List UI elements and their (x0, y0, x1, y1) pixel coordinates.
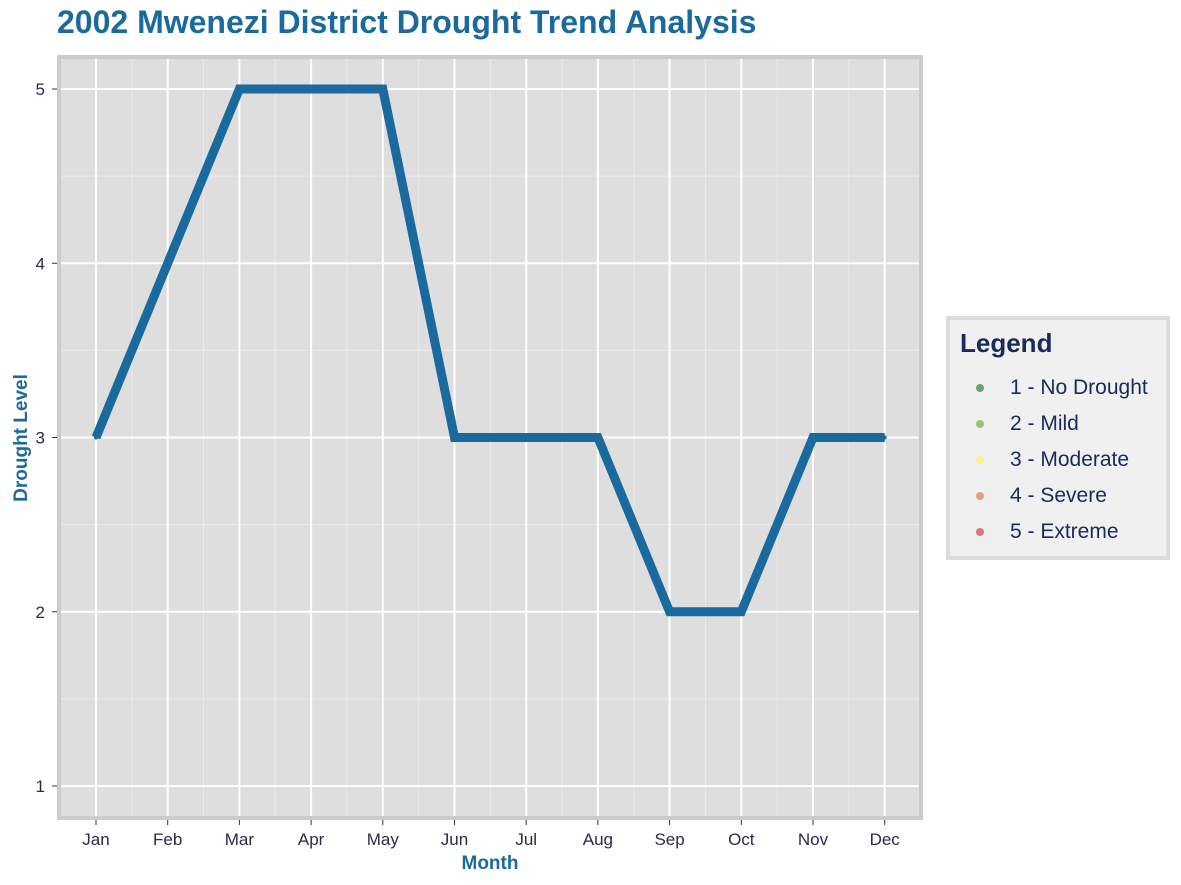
x-tick-label: Jun (441, 830, 468, 849)
x-tick-label: Nov (798, 830, 829, 849)
x-tick-label: Apr (298, 830, 325, 849)
legend-label: 3 - Moderate (1010, 448, 1130, 471)
y-axis-label: Drought Level (11, 374, 32, 502)
y-tick-label: 3 (36, 429, 45, 448)
data-point (165, 261, 170, 266)
legend-item: 5 - Extreme (950, 516, 1170, 552)
x-tick-label: Jul (515, 830, 537, 849)
x-axis: Jan Feb Mar Apr May Jun Jul Aug Sep Oct Nov Dec (82, 820, 900, 849)
legend-item: 3 - Moderate (950, 444, 1170, 480)
data-point (882, 435, 887, 440)
data-point (380, 87, 385, 91)
x-tick-label: Feb (153, 830, 182, 849)
legend-label: 2 - Mild (1010, 412, 1079, 435)
legend-title: Legend (960, 328, 1053, 358)
data-point (811, 435, 815, 440)
y-axis: 1 2 3 4 5 (36, 80, 57, 796)
data-point (595, 435, 600, 440)
legend-item: 1 - No Drought (950, 372, 1170, 408)
legend-label: 4 - Severe (1010, 484, 1107, 507)
y-tick-label: 5 (36, 80, 45, 99)
data-point (309, 87, 314, 91)
legend-dot-icon (976, 420, 984, 428)
x-tick-label: Mar (225, 830, 255, 849)
y-tick-label: 4 (36, 254, 45, 273)
x-tick-label: Jan (82, 830, 109, 849)
drought-trend-line (91, 84, 885, 617)
legend-dot-icon (976, 492, 984, 500)
x-tick-label: Dec (870, 830, 901, 849)
legend-dot-icon (976, 456, 984, 464)
legend-label: 5 - Extreme (1010, 520, 1119, 543)
data-point (524, 435, 529, 440)
y-tick-label: 1 (36, 777, 45, 796)
chart-title: 2002 Mwenezi District Drought Trend Anal… (57, 4, 757, 40)
legend-item: 4 - Severe (950, 480, 1170, 516)
x-tick-label: May (367, 830, 400, 849)
legend-label: 1 - No Drought (1010, 376, 1148, 399)
x-tick-label: Sep (654, 830, 684, 849)
data-point (739, 609, 744, 614)
legend-dot-icon (976, 528, 984, 536)
data-point (452, 435, 457, 440)
x-tick-label: Aug (583, 830, 613, 849)
data-point (94, 435, 98, 440)
data-point (667, 609, 672, 614)
legend-dot-icon (976, 384, 984, 392)
x-tick-label: Oct (728, 830, 755, 849)
legend-item: 2 - Mild (950, 408, 1170, 444)
data-point (237, 87, 242, 91)
x-axis-label: Month (462, 853, 519, 874)
legend: Legend 1 - No Drought 2 - Mild 3 - Moderat… (946, 316, 1170, 560)
y-tick-label: 2 (36, 603, 45, 622)
series (91, 84, 887, 617)
